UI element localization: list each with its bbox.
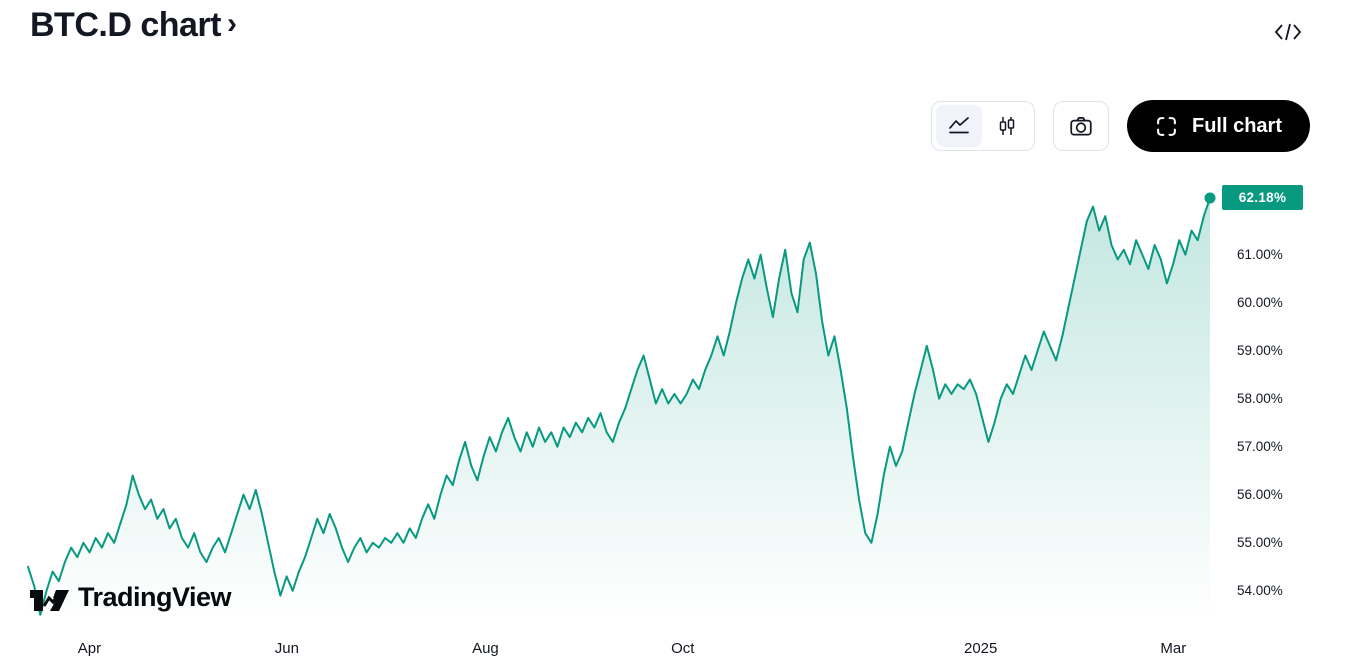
x-tick-label: 2025: [964, 640, 998, 657]
fullscreen-corners-icon: [1157, 116, 1176, 136]
snapshot-button[interactable]: [1058, 105, 1104, 147]
tradingview-attribution[interactable]: TradingView: [28, 582, 232, 613]
full-chart-button[interactable]: Full chart: [1126, 100, 1310, 152]
tradingview-logo-icon: [30, 589, 69, 611]
x-tick-label: Aug: [472, 640, 499, 657]
price-line: [27, 197, 1211, 616]
y-tick-label: 56.00%: [1237, 486, 1283, 502]
area-fill: [28, 198, 1210, 622]
last-price-dot: [1204, 192, 1216, 204]
y-tick-label: 57.00%: [1237, 438, 1283, 454]
y-tick-label: 61.00%: [1237, 246, 1283, 262]
camera-icon: [1070, 117, 1092, 136]
area-chart-style-button[interactable]: [935, 105, 982, 147]
x-tick-label: Apr: [77, 640, 102, 657]
x-tick-label: Mar: [1160, 640, 1187, 657]
x-tick-label: Jun: [274, 640, 299, 657]
x-axis: Apr Jun Aug Oct 2025 Mar: [28, 640, 1210, 664]
chart-style-group: [930, 101, 1035, 151]
chart-plot-area[interactable]: [27, 185, 1216, 622]
y-tick-label: 54.00%: [1237, 582, 1283, 598]
chevron-right-icon: ›: [226, 6, 237, 40]
area-chart-icon: [949, 117, 969, 134]
y-tick-label: 60.00%: [1237, 294, 1283, 310]
embed-code-icon[interactable]: [1273, 20, 1303, 49]
chart-title-link[interactable]: BTC.D chart ›: [30, 6, 237, 45]
last-value-badge: 62.18%: [1222, 185, 1303, 211]
snapshot-card: [1052, 101, 1109, 151]
candlestick-chart-icon: [999, 117, 1015, 135]
y-axis: 61.00% 60.00% 59.00% 58.00% 57.00% 56.00% 55.0…: [1237, 185, 1337, 622]
y-tick-label: 58.00%: [1237, 390, 1283, 406]
candlestick-chart-style-button[interactable]: [984, 105, 1030, 147]
page-title: BTC.D chart: [30, 6, 221, 44]
y-tick-label: 59.00%: [1237, 342, 1283, 358]
y-tick-label: 55.00%: [1237, 534, 1283, 550]
tradingview-logo-text: TradingView: [78, 582, 232, 612]
price-chart[interactable]: [27, 185, 1216, 622]
chart-toolbar: Full chart: [930, 100, 1310, 152]
x-tick-label: Oct: [671, 640, 695, 657]
embed-code-glyph: [1274, 23, 1302, 41]
full-chart-label: Full chart: [1191, 114, 1282, 137]
